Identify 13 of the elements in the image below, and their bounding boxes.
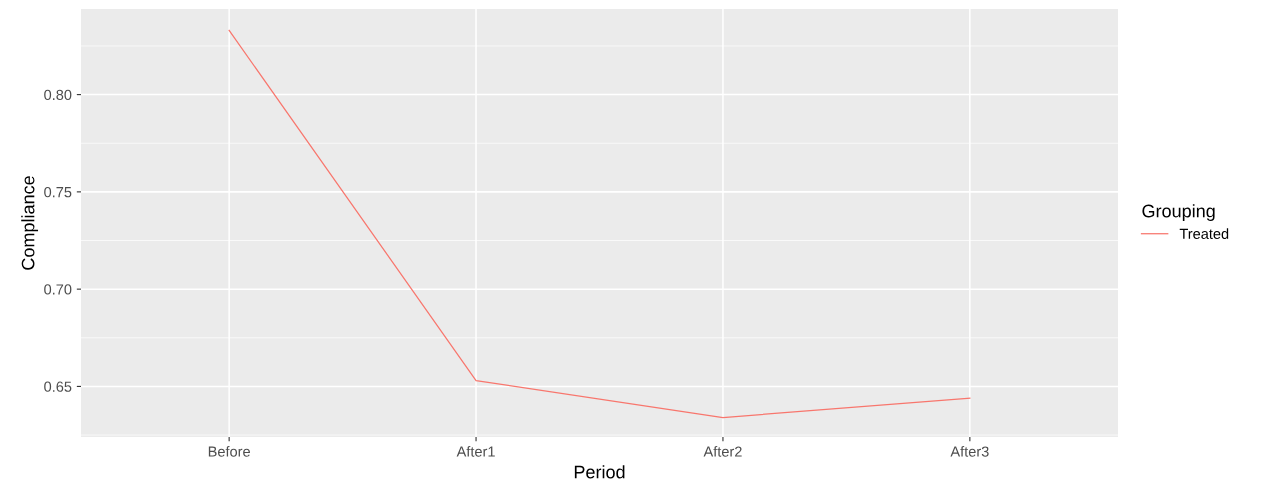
legend-title: Grouping <box>1142 204 1215 221</box>
x-tick-label: After3 <box>950 446 989 457</box>
y-tick-label: 0.75 <box>44 186 72 198</box>
y-tick-label: 0.65 <box>44 381 72 392</box>
x-tick-label: Before <box>208 446 250 457</box>
y-axis-title: Compliance <box>21 176 39 270</box>
legend-label: Treated <box>1179 228 1229 239</box>
line-series <box>228 29 971 419</box>
y-tick-label: 0.70 <box>44 284 72 295</box>
x-tick-label: After2 <box>703 446 742 457</box>
x-axis-title: Period <box>574 465 625 479</box>
x-tick-label: After1 <box>456 446 495 457</box>
y-tick-label: 0.80 <box>44 89 72 101</box>
